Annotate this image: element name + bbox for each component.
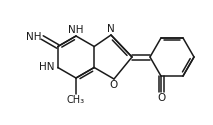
Text: HN: HN <box>39 62 55 72</box>
Text: CH₃: CH₃ <box>67 95 85 105</box>
Text: NH: NH <box>68 25 84 35</box>
Text: N: N <box>107 24 115 34</box>
Text: NH: NH <box>26 32 41 42</box>
Text: O: O <box>110 80 118 90</box>
Text: O: O <box>157 93 165 103</box>
